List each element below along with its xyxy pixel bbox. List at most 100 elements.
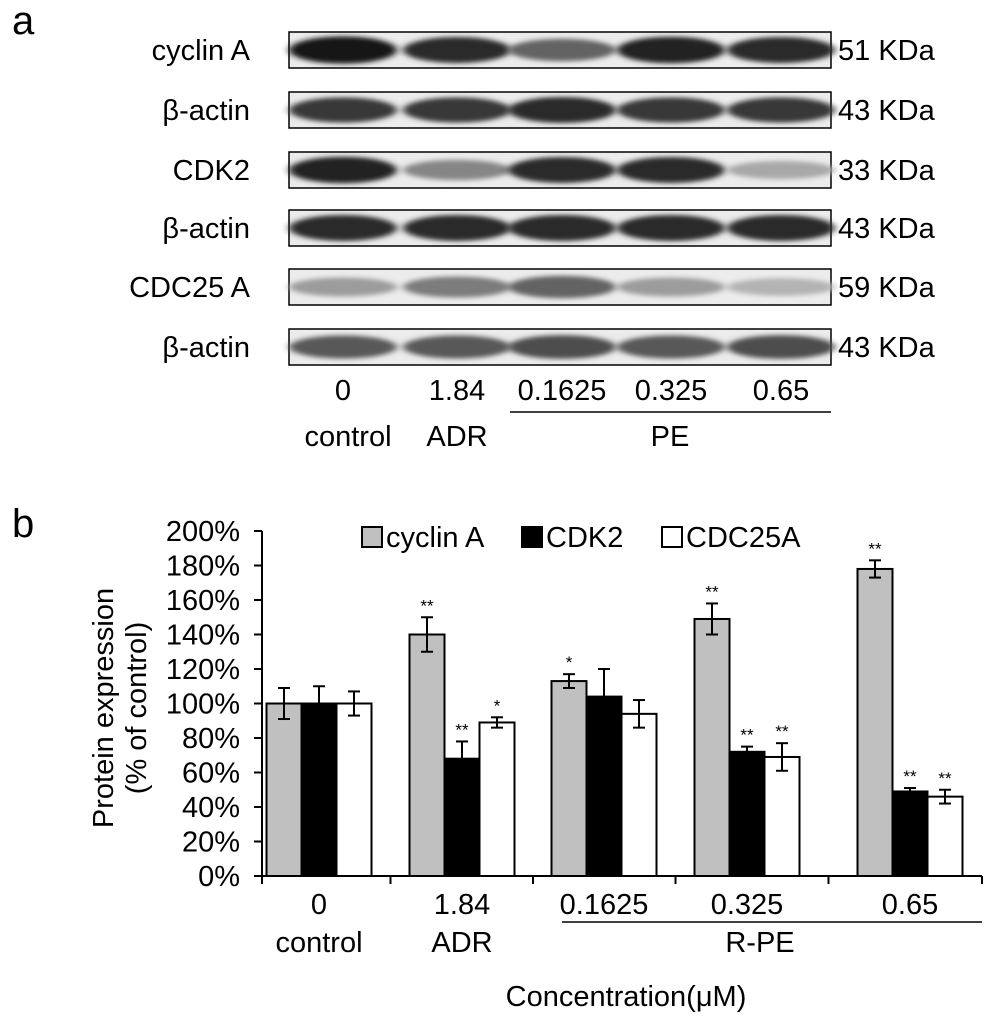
blot-band [403,37,511,63]
y-tick-label: 60% [182,758,240,790]
bar [300,702,338,877]
blot-band [617,157,725,183]
blot-band [508,157,616,183]
molecular-weight: 43 KDa [838,213,936,245]
blot-band [403,159,511,181]
x-tick-label: 1.84 [434,889,490,921]
blot-band [617,97,725,123]
blot-band [289,36,397,64]
y-tick-label: 180% [166,551,240,583]
lane-dose-0: 0 [335,375,351,407]
blot-band [403,215,511,241]
bar [728,750,766,877]
blot-band [508,335,616,359]
significance-mark: ** [420,596,434,615]
blot-band [727,335,835,359]
molecular-weight: 51 KDa [838,35,936,67]
blot-row: β-actin 43 KDa [162,209,936,247]
x-tick-label: 0.325 [711,889,784,921]
y-tick-label: 80% [182,723,240,755]
y-tick-label: 40% [182,792,240,824]
bar [891,790,929,877]
lane-group-control: control [304,421,391,453]
blot-band [289,156,397,184]
panel-b-bar-chart: b 0%20%40%60%80%100%120%140%160%180%200%… [12,502,983,1013]
bar [763,755,801,877]
y-tick-label: 140% [166,620,240,652]
molecular-weight: 43 KDa [838,95,936,127]
significance-mark: ** [455,720,469,739]
blot-band [508,275,616,299]
y-tick-label: 20% [182,827,240,859]
significance-mark: * [494,696,501,715]
legend-swatch [661,526,683,548]
bar [620,712,658,877]
bar [265,702,303,877]
panel-b-label: b [12,502,34,546]
y-tick-label: 100% [166,689,240,721]
blot-row: CDC25 A 59 KDa [129,268,936,306]
blot-band [508,38,616,62]
significance-mark: ** [903,767,917,786]
x-tick-label: 0.65 [882,889,938,921]
blot-row: CDK2 33 KDa [173,151,936,189]
x-group-control: control [275,927,362,959]
blot-band [617,215,725,241]
blot-band [617,36,725,64]
significance-mark: ** [705,582,719,601]
lane-dose-2: 0.1625 [518,375,607,407]
bar [693,617,731,877]
protein-label: β-actin [162,332,250,364]
significance-mark: * [566,653,573,672]
bar [335,702,373,877]
legend-label: CDC25A [686,522,801,554]
lane-labels: 0 1.84 0.1625 0.325 0.65 control ADR PE [304,375,831,453]
x-group-rpe: R-PE [725,927,794,959]
blot-band [289,277,397,297]
chart-legend: cyclin A CDK2 CDC25A [361,522,801,554]
blot-band [403,276,511,298]
protein-label: cyclin A [152,35,251,67]
bar [478,721,516,877]
legend-label: CDK2 [546,522,623,554]
bar [585,695,623,877]
bar [856,567,894,877]
significance-mark: ** [868,539,882,558]
x-tick-label: 0.1625 [560,889,649,921]
blot-band [727,278,835,296]
chart-bars: ********* ********* [265,539,964,878]
blot-band [727,97,835,123]
blot-band [727,215,835,241]
blot-band [617,277,725,297]
blot-row: β-actin 43 KDa [162,328,936,366]
significance-mark: ** [775,722,789,741]
y-axis-label-line2: (% of control) [121,622,153,794]
x-tick-label: 0 [311,889,327,921]
lane-dose-4: 0.65 [753,375,809,407]
lane-group-adr: ADR [426,421,487,453]
blot-band [508,97,616,123]
legend-swatch [521,526,543,548]
y-axis-label-line1: Protein expression [88,588,120,828]
molecular-weight: 33 KDa [838,155,936,187]
bar [926,795,964,878]
legend-swatch [361,526,383,548]
significance-mark: ** [938,769,952,788]
protein-label: CDK2 [173,155,250,187]
lane-group-pe: PE [651,421,690,453]
protein-label: β-actin [162,213,250,245]
bar [408,633,446,877]
blot-band [617,335,725,359]
blot-band [508,215,616,241]
y-tick-label: 120% [166,654,240,686]
protein-label: CDC25 A [129,272,251,304]
lane-dose-3: 0.325 [635,375,708,407]
panel-a-label: a [12,0,35,43]
significance-mark: ** [740,726,754,745]
blot-band [403,97,511,123]
blot-band [727,160,835,180]
y-tick-label: 0% [198,861,240,893]
blot-row: β-actin 43 KDa [162,91,936,129]
blot-band [727,37,835,63]
